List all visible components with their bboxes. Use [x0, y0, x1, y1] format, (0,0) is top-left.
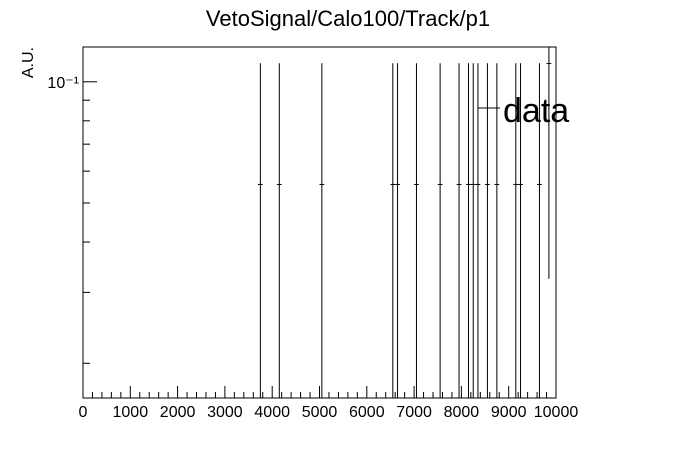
chart-title: VetoSignal/Calo100/Track/p1 — [206, 6, 490, 31]
x-tick-label: 4000 — [254, 404, 290, 421]
legend-label: data — [503, 92, 569, 130]
x-tick-label: 10000 — [534, 404, 579, 421]
x-tick-label: 3000 — [207, 404, 243, 421]
x-tick-label: 7000 — [396, 404, 432, 421]
y-tick-label: 10⁻¹ — [47, 75, 79, 92]
y-axis-label: A.U. — [20, 47, 37, 78]
x-tick-label: 8000 — [444, 404, 480, 421]
x-tick-label: 2000 — [160, 404, 196, 421]
x-tick-label: 9000 — [491, 404, 527, 421]
plot-frame — [82, 46, 557, 399]
x-tick-label: 5000 — [302, 404, 338, 421]
x-tick-label: 6000 — [349, 404, 385, 421]
x-tick-label: 0 — [79, 404, 88, 421]
plot-area — [258, 47, 552, 398]
x-tick-label: 1000 — [113, 404, 149, 421]
